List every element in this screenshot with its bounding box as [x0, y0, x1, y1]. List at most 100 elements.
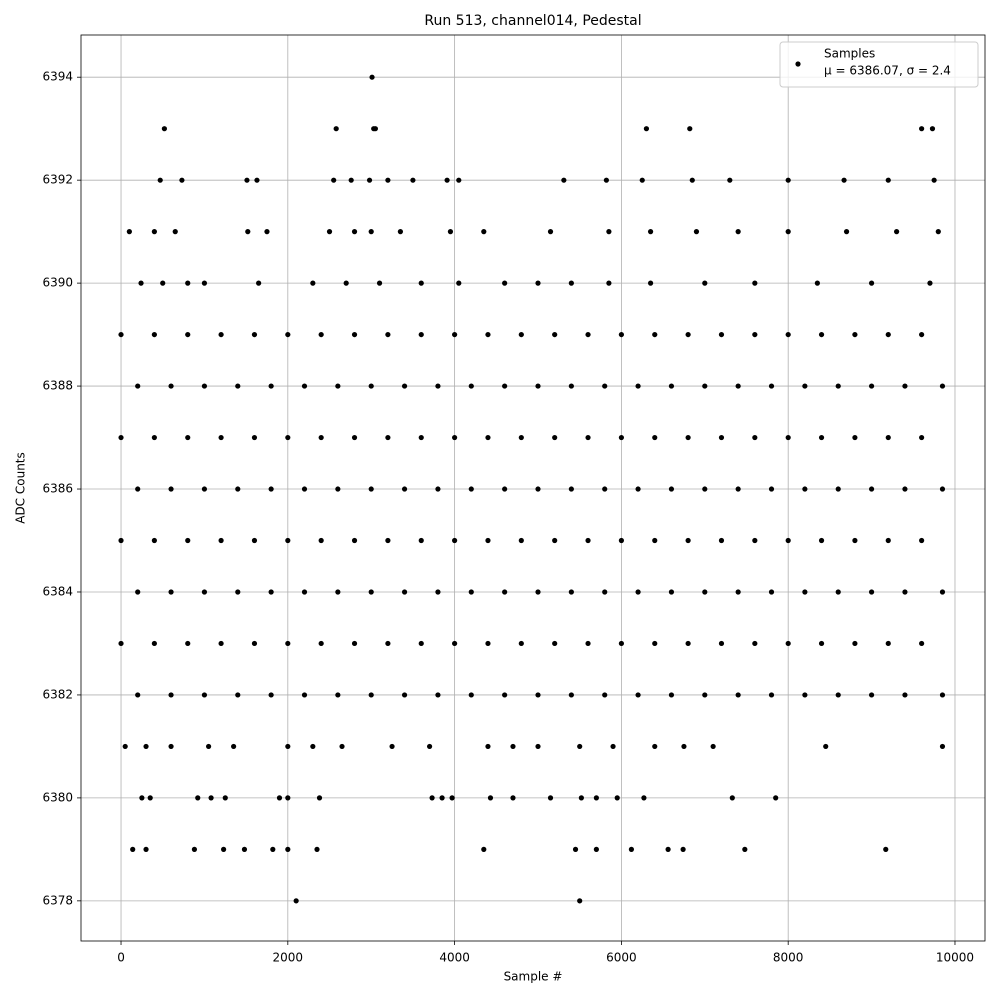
- point: [835, 692, 841, 698]
- point: [385, 177, 391, 183]
- point: [135, 383, 141, 389]
- point: [130, 846, 136, 852]
- point: [668, 486, 675, 492]
- point: [264, 229, 270, 235]
- point: [635, 383, 641, 389]
- point: [351, 434, 358, 441]
- point: [919, 126, 925, 132]
- y-tick-label: 6392: [42, 173, 73, 187]
- point: [429, 795, 435, 801]
- y-tick-label: 6382: [42, 687, 73, 701]
- point: [602, 486, 608, 492]
- point: [665, 846, 671, 852]
- point: [885, 434, 891, 441]
- point: [552, 331, 558, 338]
- point: [231, 743, 237, 750]
- point: [410, 177, 416, 183]
- point: [343, 280, 349, 286]
- point: [185, 640, 191, 647]
- point: [235, 692, 241, 698]
- point: [802, 589, 808, 595]
- point: [147, 795, 153, 801]
- point: [316, 795, 323, 801]
- point: [852, 331, 858, 338]
- point: [710, 743, 716, 750]
- point: [568, 280, 574, 286]
- point: [687, 126, 693, 132]
- point: [585, 434, 591, 441]
- point: [552, 434, 558, 441]
- point: [578, 795, 584, 801]
- point: [641, 795, 647, 801]
- point: [668, 383, 675, 389]
- y-tick-label: 6390: [42, 276, 73, 290]
- chart-title: Run 513, channel014, Pedestal: [424, 13, 641, 29]
- point: [939, 743, 946, 750]
- point: [301, 589, 308, 595]
- point: [276, 795, 283, 801]
- point: [785, 537, 791, 544]
- point: [151, 331, 157, 338]
- point: [418, 434, 424, 441]
- y-tick-label: 6380: [42, 790, 73, 804]
- point: [376, 280, 383, 286]
- point: [335, 383, 341, 389]
- point: [157, 177, 163, 183]
- point: [389, 743, 395, 750]
- point: [485, 743, 491, 750]
- point: [742, 846, 748, 852]
- point: [618, 640, 624, 647]
- point: [168, 692, 174, 698]
- x-tick-label: 2000: [273, 951, 304, 965]
- point: [351, 229, 358, 235]
- point: [752, 537, 758, 544]
- point: [693, 229, 700, 235]
- point: [768, 486, 775, 492]
- point: [735, 486, 741, 492]
- point: [647, 280, 654, 286]
- point: [702, 280, 708, 286]
- point: [333, 126, 339, 132]
- point: [502, 280, 508, 286]
- point: [172, 229, 178, 235]
- point: [814, 280, 820, 286]
- point: [195, 795, 201, 801]
- point: [939, 589, 946, 595]
- point: [618, 537, 624, 544]
- point: [452, 537, 458, 544]
- point: [647, 229, 654, 235]
- point: [735, 383, 741, 389]
- point: [385, 640, 391, 647]
- point: [235, 383, 241, 389]
- point: [652, 537, 658, 544]
- point: [331, 177, 337, 183]
- point: [685, 331, 691, 338]
- point: [852, 537, 858, 544]
- point: [768, 383, 775, 389]
- point: [201, 692, 208, 698]
- point: [326, 229, 333, 235]
- point: [139, 795, 145, 801]
- point: [385, 537, 391, 544]
- point: [593, 846, 599, 852]
- legend-marker: [795, 61, 801, 67]
- point: [208, 795, 214, 801]
- point: [568, 589, 574, 595]
- x-tick-label: 10000: [936, 951, 974, 965]
- point: [768, 692, 775, 698]
- point: [122, 743, 128, 750]
- point: [351, 640, 358, 647]
- point: [268, 692, 274, 698]
- point: [435, 692, 441, 698]
- x-tick-label: 8000: [773, 951, 804, 965]
- point: [244, 177, 250, 183]
- point: [251, 434, 258, 441]
- point: [752, 434, 758, 441]
- y-tick-label: 6384: [42, 584, 73, 598]
- point: [335, 486, 341, 492]
- point: [368, 589, 374, 595]
- point: [614, 795, 620, 801]
- point: [752, 331, 758, 338]
- point: [552, 640, 558, 647]
